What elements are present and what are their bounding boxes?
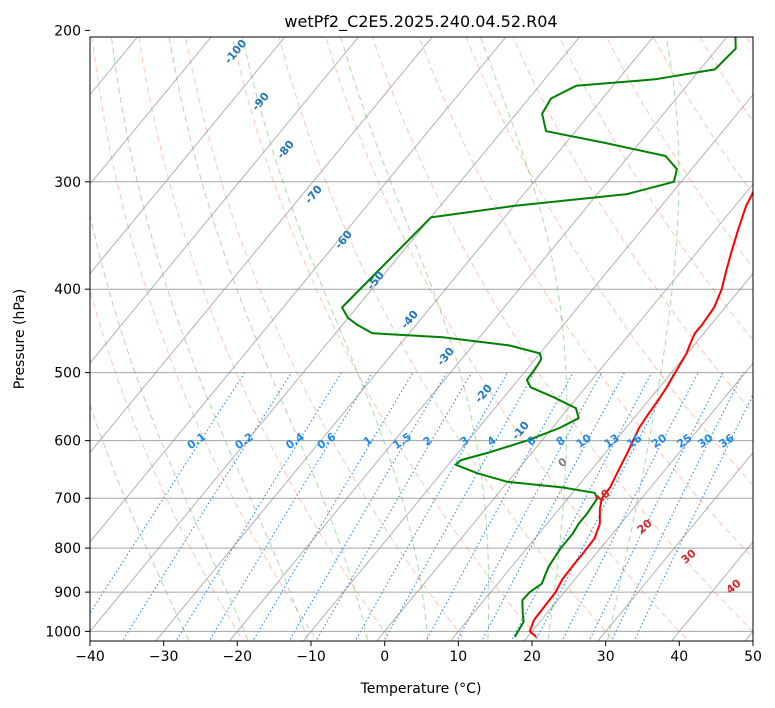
- isotherm: [90, 37, 433, 454]
- mixing-ratio-line: [288, 372, 448, 641]
- x-tick-label: 40: [670, 649, 688, 665]
- mixing-ratio-line: [90, 372, 246, 615]
- moist-adiabat: [90, 403, 190, 641]
- isotherm: [90, 37, 360, 364]
- mixing-ratio-line: [208, 372, 373, 641]
- moist-adiabat: [110, 37, 309, 641]
- x-axis: −40 −30 −20 −10 0 10 20 30 40 50: [75, 641, 762, 665]
- moist-adiabat: [241, 37, 429, 641]
- y-tick-label: 200: [54, 23, 81, 39]
- chart-title: wetPf2_C2E5.2025.240.04.52.R04: [284, 12, 557, 32]
- isotherm: [90, 37, 286, 275]
- isotherm: [90, 37, 581, 633]
- y-axis: 1002003004005006007008009001000: [45, 23, 90, 640]
- isotherm: [376, 183, 753, 641]
- mixing-ratio-line: [610, 372, 744, 641]
- mixing-ratio-line: [121, 372, 292, 641]
- plot-frame: [89, 36, 754, 642]
- dry-adiabat: [185, 37, 467, 641]
- mixing-ratio-line: [534, 372, 675, 641]
- isotherm: [228, 37, 728, 641]
- mixing-ratio-line: [175, 372, 342, 641]
- dry-adiabat: [465, 37, 753, 486]
- moist-adiabat: [168, 37, 369, 641]
- grid-lines: [90, 37, 753, 641]
- y-tick-label: 300: [54, 175, 81, 191]
- mixing-ratio-line: [633, 393, 753, 641]
- y-tick-label: 900: [54, 585, 81, 601]
- isotherm: [155, 37, 654, 641]
- x-tick-label: −30: [149, 649, 179, 665]
- isotherm: [449, 272, 753, 641]
- mixing-ratio-line: [315, 372, 472, 641]
- x-tick-label: −40: [75, 649, 105, 665]
- dry-adiabat: [559, 37, 753, 341]
- y-tick-label: 700: [54, 491, 81, 507]
- y-tick-label: 500: [54, 366, 81, 382]
- y-tick-label: 800: [54, 541, 81, 557]
- x-tick-label: 50: [744, 649, 762, 665]
- y-tick-label: 1000: [45, 624, 81, 640]
- mixing-ratio-line: [510, 372, 653, 641]
- x-tick-label: 20: [523, 649, 541, 665]
- y-tick-label: 600: [54, 434, 81, 450]
- moist-adiabat: [340, 37, 490, 641]
- dry-adiabat: [231, 37, 541, 641]
- x-axis-label: Temperature (°C): [360, 681, 482, 697]
- moist-adiabat: [606, 37, 680, 641]
- y-axis-label: Pressure (hPa): [12, 289, 28, 389]
- dewpoint-profile: [341, 37, 737, 638]
- x-tick-label: 10: [449, 649, 467, 665]
- profile-lines: [341, 37, 753, 638]
- x-tick-label: −20: [223, 649, 253, 665]
- x-tick-label: 30: [597, 649, 615, 665]
- moist-adiabat: [90, 212, 249, 641]
- isotherm: [90, 37, 507, 543]
- isotherm: [523, 362, 753, 641]
- temperature-profile: [528, 190, 753, 638]
- y-tick-label: 400: [54, 282, 81, 298]
- dry-adiabat: [605, 37, 753, 269]
- dry-adiabat: [372, 37, 753, 633]
- isotherm: [302, 93, 753, 641]
- mixing-ratio-line: [383, 372, 535, 641]
- isotherm: [597, 451, 753, 641]
- x-tick-label: −10: [296, 649, 326, 665]
- mixing-ratio-line: [354, 372, 509, 641]
- x-tick-label: 0: [380, 649, 389, 665]
